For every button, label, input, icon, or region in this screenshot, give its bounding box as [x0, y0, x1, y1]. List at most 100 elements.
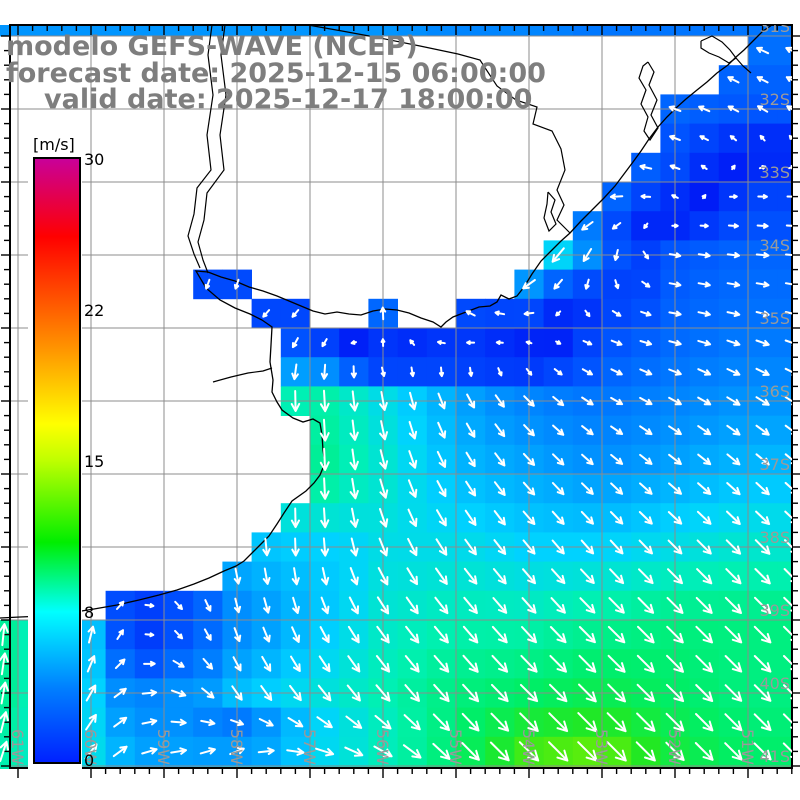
wind-arrow-icon	[753, 742, 772, 761]
wind-arrow-icon	[609, 193, 624, 200]
wind-arrow-icon	[551, 482, 565, 496]
wind-arrow-icon	[726, 396, 741, 406]
wind-arrow-icon	[492, 568, 507, 585]
wind-arrow-icon	[55, 18, 69, 24]
wind-arrow-icon	[519, 683, 539, 703]
wind-arrow-icon	[141, 689, 158, 697]
wind-arrow-icon	[581, 368, 593, 376]
wind-arrow-icon	[461, 742, 480, 761]
wind-arrow-icon	[553, 278, 563, 290]
wind-arrow-icon	[522, 539, 536, 555]
wind-arrows-layer	[0, 18, 792, 790]
wind-arrow-icon	[726, 482, 741, 496]
wind-arrow-icon	[231, 685, 243, 701]
wind-arrow-icon	[316, 716, 333, 729]
wind-arrow-icon	[582, 248, 593, 262]
wind-arrow-icon	[463, 596, 478, 614]
wind-arrow-icon	[610, 425, 624, 435]
wind-arrow-icon	[347, 655, 361, 673]
wind-arrow-icon	[753, 625, 772, 644]
wind-arrow-icon	[549, 771, 567, 789]
wind-arrow-icon	[607, 654, 626, 673]
wind-arrow-icon	[753, 684, 772, 702]
wind-arrow-icon	[784, 367, 792, 376]
wind-arrow-icon	[724, 684, 743, 702]
wind-arrow-icon	[701, 194, 707, 200]
wind-arrow-icon	[464, 18, 477, 23]
wind-arrow-icon	[491, 654, 509, 673]
wind-arrow-icon	[784, 539, 792, 553]
wind-arrow-icon	[491, 772, 509, 790]
wind-arrow-icon	[610, 482, 624, 495]
wind-arrow-icon	[287, 717, 304, 728]
wind-arrow-icon	[259, 18, 273, 24]
wind-arrow-icon	[495, 340, 504, 345]
wind-arrow-icon	[350, 537, 359, 557]
wind-arrow-icon	[170, 718, 187, 726]
wind-arrow-icon	[290, 507, 300, 529]
wind-arrow-icon	[607, 625, 626, 644]
wind-arrow-icon	[668, 105, 682, 112]
lon-label: 57W	[300, 729, 319, 765]
wind-arrow-icon	[491, 625, 508, 644]
wind-arrow-icon	[435, 18, 448, 23]
wind-arrow-icon	[436, 509, 447, 527]
wind-arrow-icon	[667, 568, 683, 585]
wind-arrow-icon	[553, 368, 563, 376]
wind-arrow-icon	[409, 366, 415, 378]
coastline-layer	[0, 24, 773, 619]
wind-arrow-icon	[698, 105, 711, 113]
wind-arrow-icon	[490, 712, 510, 732]
wind-arrow-icon	[755, 453, 770, 466]
wind-arrow-icon	[724, 655, 743, 673]
wind-arrow-icon	[755, 339, 770, 347]
wind-arrow-icon	[785, 253, 792, 257]
wind-arrow-icon	[380, 338, 386, 347]
wind-arrow-icon	[549, 626, 567, 644]
wind-arrow-icon	[696, 510, 712, 525]
wind-arrow-icon	[433, 625, 449, 644]
wind-arrow-icon	[611, 222, 622, 230]
valid-date-line: valid date: 2025-12-17 18:00:00	[44, 84, 533, 115]
wind-arrow-icon	[462, 683, 480, 703]
wind-arrow-icon	[402, 744, 422, 759]
wind-arrow-icon	[291, 309, 300, 318]
wind-arrow-icon	[607, 683, 626, 703]
wind-arrow-icon	[671, 194, 679, 199]
wind-arrow-icon	[432, 713, 450, 731]
wind-arrow-icon	[406, 567, 418, 586]
lat-label: 31S	[759, 17, 790, 36]
map-frame	[9, 24, 793, 769]
wind-arrow-icon	[551, 510, 565, 525]
wind-arrow-icon	[726, 310, 741, 317]
wind-arrow-icon	[465, 480, 477, 497]
wind-arrow-icon	[555, 310, 562, 317]
wind-arrow-icon	[608, 597, 625, 614]
wind-arrow-icon	[725, 772, 741, 788]
wind-arrow-icon	[668, 453, 682, 465]
lon-label: 51W	[738, 729, 757, 765]
wind-arrow-icon	[753, 713, 772, 732]
colorbar: [m/s] 30 22 15 8 0	[28, 125, 104, 778]
wind-arrow-icon	[521, 597, 537, 614]
lat-label: 32S	[759, 90, 790, 109]
wind-arrow-icon	[783, 684, 792, 700]
wind-arrow-icon	[319, 626, 330, 644]
wind-arrow-icon	[697, 252, 711, 259]
graticule-layer	[10, 25, 792, 768]
wind-arrow-icon	[201, 687, 215, 699]
wind-arrow-icon	[289, 684, 302, 702]
wind-arrow-icon	[665, 712, 685, 732]
wind-arrow-icon	[350, 365, 357, 379]
wind-arrow-icon	[755, 424, 770, 436]
wind-arrow-icon	[637, 771, 655, 789]
wind-arrow-icon	[611, 310, 622, 317]
wind-arrow-icon	[726, 453, 741, 466]
wind-arrow-icon	[233, 597, 242, 614]
wind-arrow-icon	[380, 366, 386, 377]
wind-arrow-icon	[345, 778, 363, 785]
wind-arrow-icon	[26, 18, 40, 24]
wind-arrow-icon	[435, 538, 448, 556]
wind-arrow-icon	[518, 741, 540, 762]
wind-arrow-icon	[726, 368, 741, 376]
